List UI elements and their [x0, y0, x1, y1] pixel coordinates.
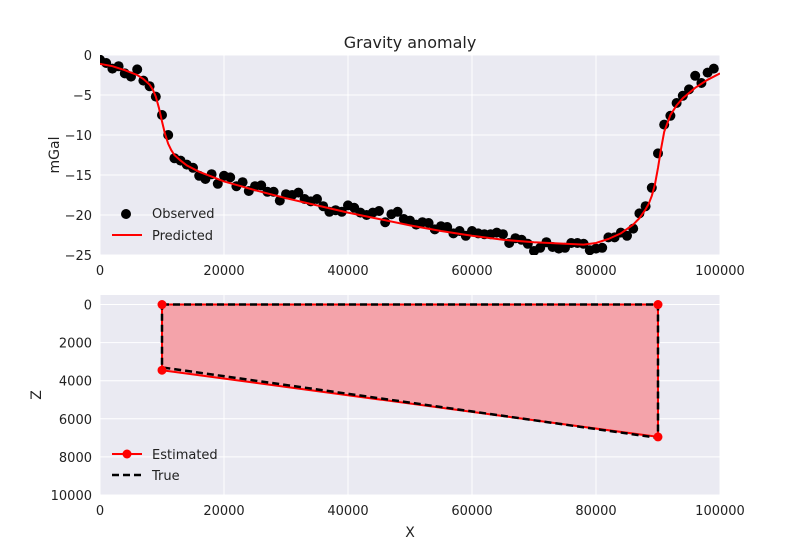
bottom-x-tick-label: 0 — [96, 504, 104, 519]
bottom-x-tick-label: 80000 — [575, 504, 616, 519]
predicted-line — [100, 62, 720, 246]
legend-observed-marker — [121, 209, 131, 219]
bottom-y-tick-label: 4000 — [59, 375, 92, 390]
observed-point — [256, 180, 267, 191]
top-y-tick-label: −5 — [73, 89, 92, 104]
bottom-x-axis-label: X — [405, 525, 415, 541]
observed-point — [374, 206, 384, 216]
top-x-tick-label: 0 — [96, 264, 104, 279]
legend-true-label: True — [151, 469, 180, 484]
observed-point — [225, 172, 236, 183]
legend-estimated-label: Estimated — [152, 448, 218, 463]
top-y-tick-label: −10 — [65, 129, 92, 144]
observed-point — [293, 187, 304, 198]
top-x-tick-label: 20000 — [203, 264, 244, 279]
observed-point — [677, 90, 688, 101]
top-x-tick-label: 100000 — [695, 264, 745, 279]
top-y-axis-label: mGal — [47, 137, 63, 174]
top-y-tick-label: −15 — [65, 169, 92, 184]
top-x-tick-label: 60000 — [451, 264, 492, 279]
bottom-plot-area — [157, 300, 663, 442]
observed-point — [132, 64, 143, 75]
observed-point — [622, 230, 632, 241]
gravity-anomaly-panel: 0 −5 −10 −15 −20 −25 0 20000 40000 60000 80000 100… — [47, 33, 745, 279]
observed-point — [442, 222, 453, 232]
top-y-tick-label: −25 — [65, 249, 92, 264]
model-panel: 0 2000 4000 6000 8000 10000 0 20000 40000 60000 8… — [29, 295, 745, 541]
observed-point — [690, 70, 701, 81]
top-x-tick-label: 80000 — [575, 264, 616, 279]
observed-point — [423, 218, 434, 228]
bottom-x-ticks: 0 20000 40000 60000 80000 100000 — [96, 504, 745, 519]
bottom-x-tick-label: 40000 — [327, 504, 368, 519]
bottom-y-tick-label: 2000 — [59, 337, 92, 352]
observed-point — [392, 206, 403, 217]
bottom-y-tick-label: 10000 — [51, 489, 92, 504]
legend-observed-label: Observed — [152, 207, 215, 222]
estimated-vertex — [653, 432, 663, 442]
top-x-tick-label: 40000 — [327, 264, 368, 279]
estimated-vertex — [653, 300, 663, 310]
chart-title: Gravity anomaly — [344, 33, 477, 52]
observed-point — [708, 63, 719, 74]
observed-point — [671, 98, 682, 108]
estimated-vertex — [157, 300, 167, 310]
bottom-x-tick-label: 20000 — [203, 504, 244, 519]
top-y-ticks: 0 −5 −10 −15 −20 −25 — [65, 49, 92, 264]
observed-point — [312, 194, 322, 204]
top-grid — [99, 54, 721, 256]
top-y-tick-label: 0 — [84, 49, 92, 64]
top-x-ticks: 0 20000 40000 60000 80000 100000 — [96, 264, 745, 279]
bottom-y-axis-label: Z — [29, 390, 45, 400]
bottom-legend: Estimated True — [112, 448, 218, 484]
bottom-y-tick-label: 0 — [84, 299, 92, 314]
observed-point — [237, 177, 248, 188]
estimated-body-fill — [162, 304, 658, 437]
bottom-y-ticks: 0 2000 4000 6000 8000 10000 — [51, 299, 92, 504]
bottom-y-tick-label: 8000 — [59, 451, 92, 466]
bottom-y-tick-label: 6000 — [59, 413, 92, 428]
top-y-tick-label: −20 — [65, 209, 92, 224]
estimated-vertex — [157, 365, 167, 375]
observed-point — [212, 178, 223, 189]
top-legend: Observed Predicted — [112, 207, 215, 244]
legend-predicted-label: Predicted — [152, 229, 213, 244]
legend-estimated-marker — [122, 449, 132, 459]
top-plot-area — [100, 55, 720, 255]
observed-point — [498, 229, 508, 240]
observed-point — [597, 242, 608, 253]
bottom-x-tick-label: 60000 — [451, 504, 492, 519]
bottom-x-tick-label: 100000 — [695, 504, 745, 519]
